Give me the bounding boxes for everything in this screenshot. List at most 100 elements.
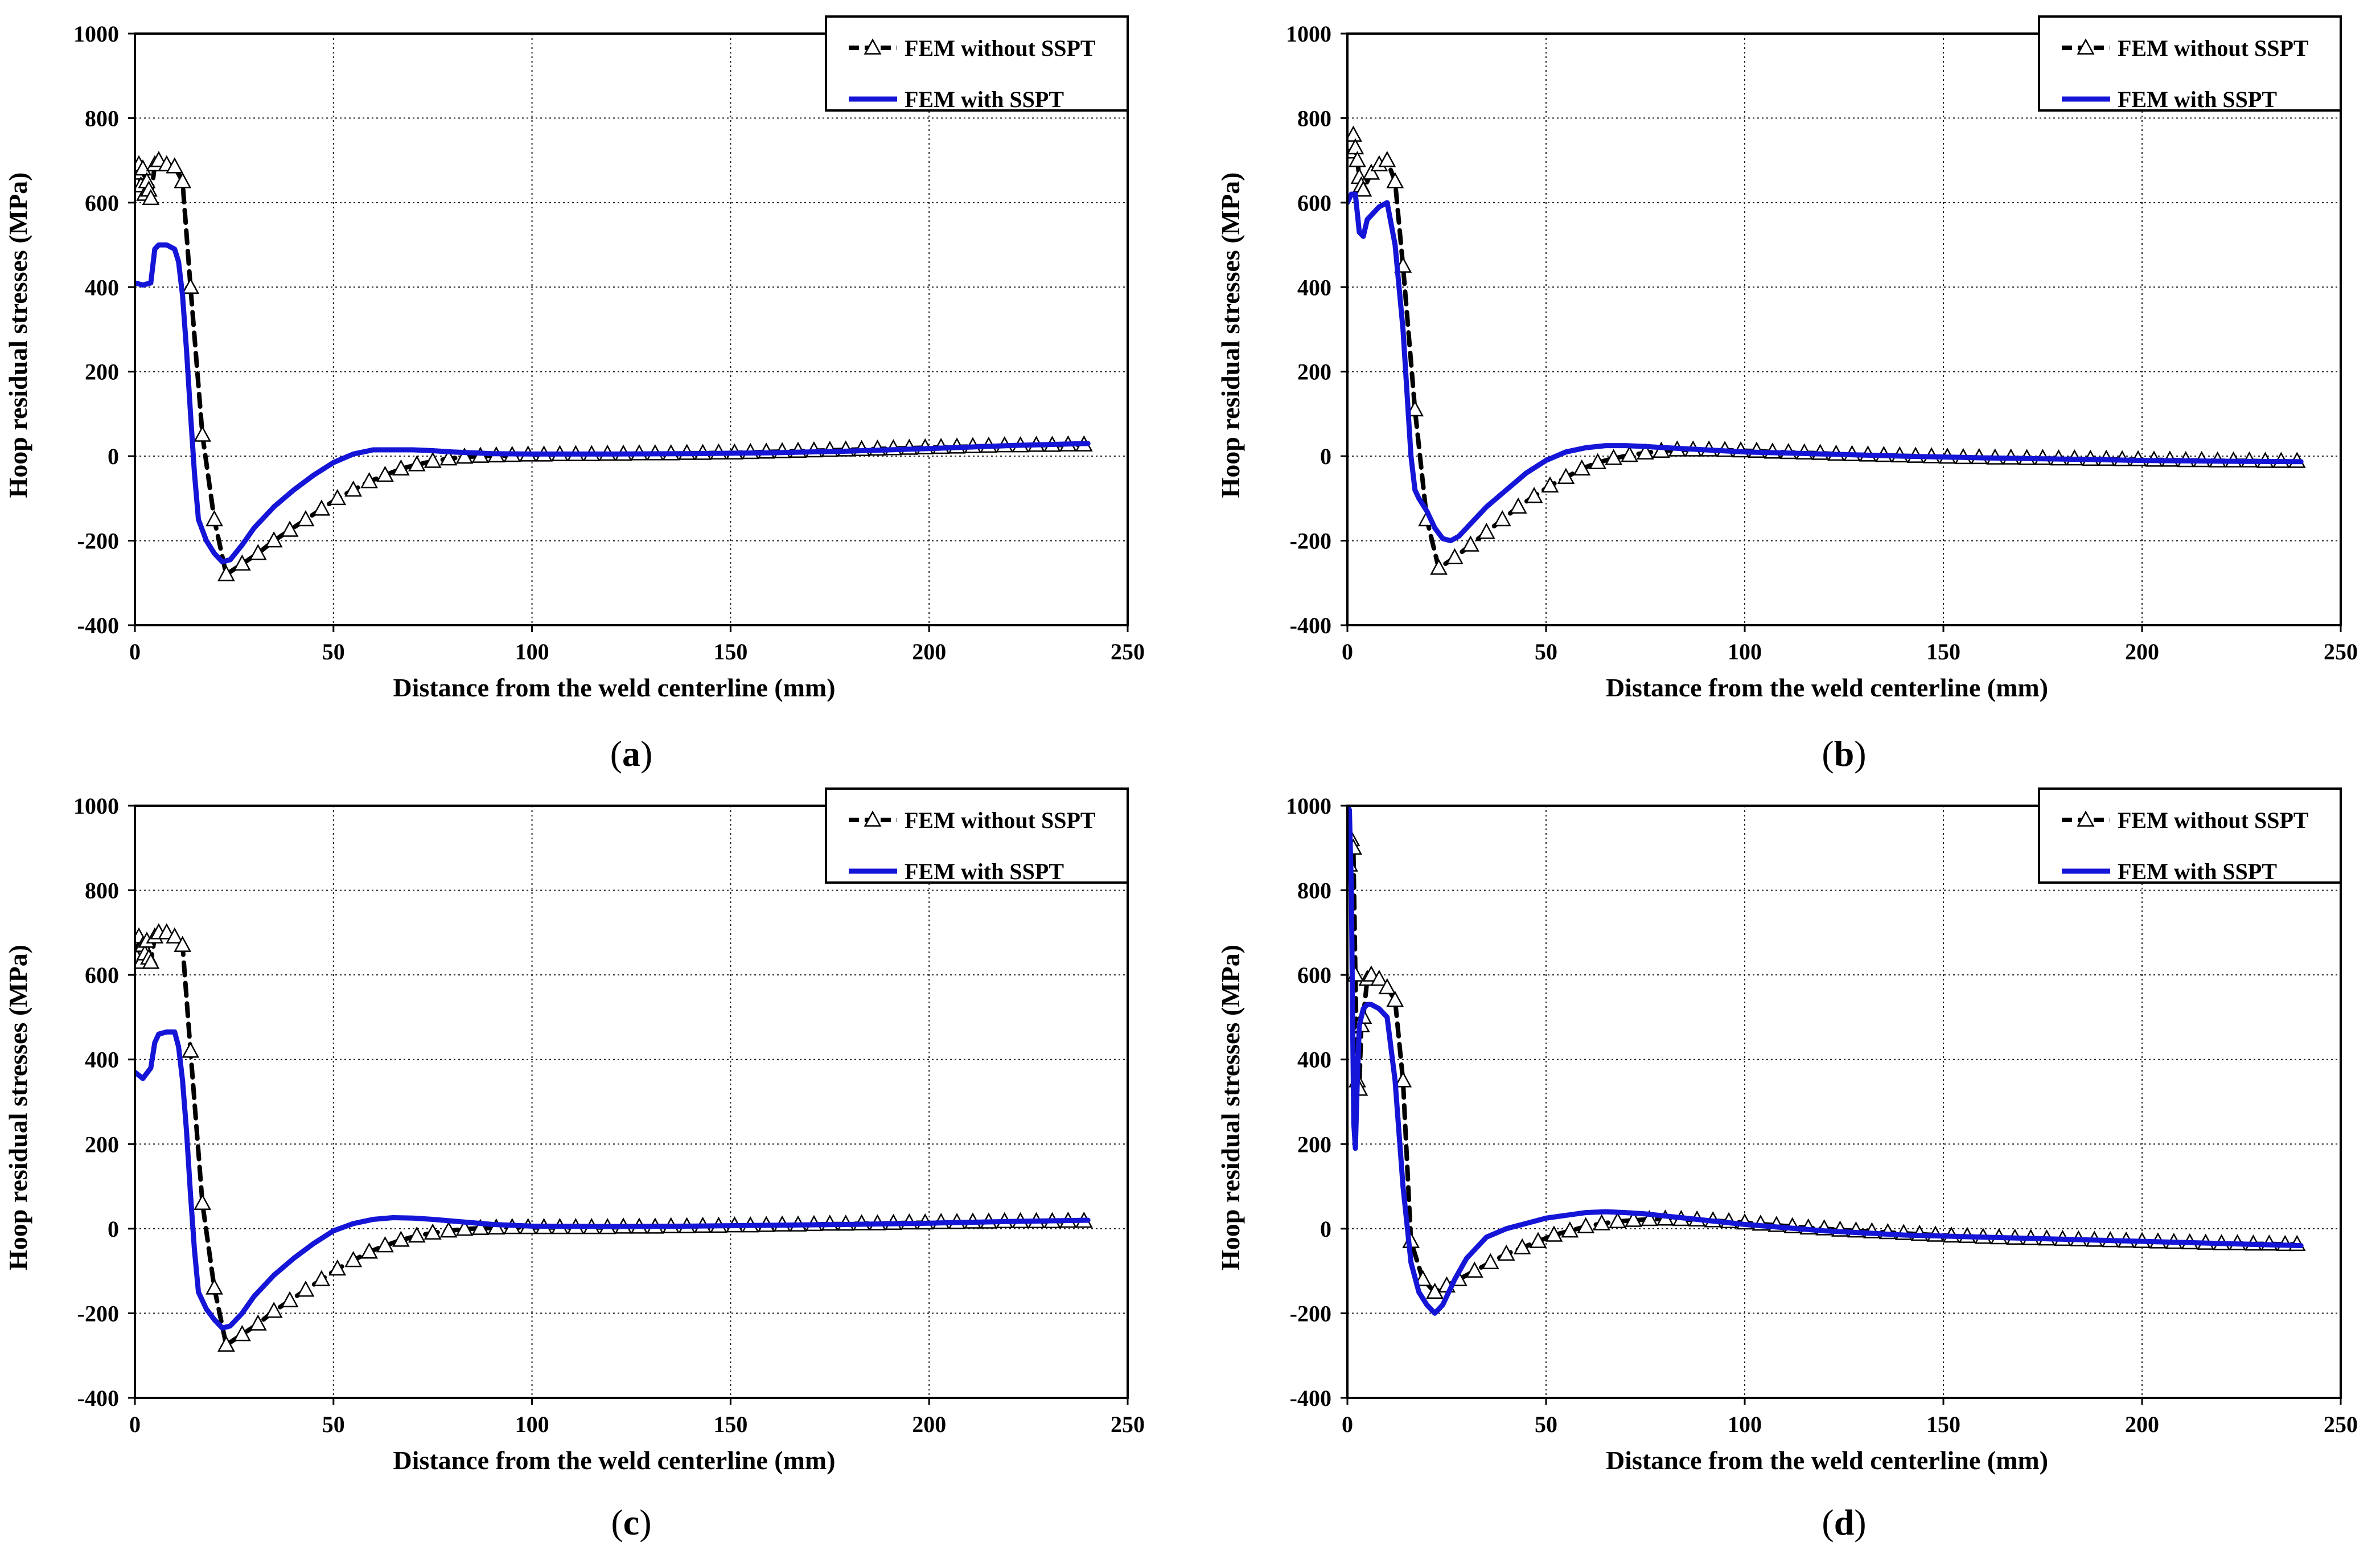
data-point-triangle — [1609, 1212, 1627, 1228]
data-point-triangle — [166, 157, 184, 174]
data-point-triangle — [313, 499, 331, 516]
data-point-triangle — [265, 1302, 283, 1318]
data-point-triangle — [182, 277, 200, 294]
data-point-triangle — [1605, 449, 1623, 465]
x-tick-label: 100 — [515, 1412, 549, 1437]
legend-marker-triangle — [2077, 810, 2095, 827]
y-tick-label: -400 — [77, 1385, 119, 1411]
legend-box — [2038, 787, 2342, 884]
y-tick-label: -200 — [1290, 1301, 1331, 1326]
caption-open-paren: ( — [1822, 733, 1834, 774]
caption-open-paren: ( — [611, 1502, 623, 1543]
plot-frame — [1346, 805, 2342, 1399]
data-point-triangle — [174, 172, 192, 188]
y-tick-label: 600 — [85, 962, 119, 988]
data-point-triangle — [1394, 1071, 1412, 1088]
caption-open-paren: ( — [1822, 1502, 1834, 1543]
x-tick-label: 200 — [912, 639, 946, 664]
plot-frame — [1346, 32, 2342, 626]
data-point-triangle — [328, 1259, 347, 1276]
y-tick-label: 1000 — [1286, 793, 1331, 819]
data-point-triangle — [1573, 459, 1591, 476]
data-point-triangle — [1481, 1253, 1499, 1270]
y-tick-label: 0 — [108, 444, 119, 469]
data-point-triangle — [408, 455, 426, 471]
y-tick-label: 600 — [1297, 190, 1331, 216]
legend-box — [2038, 15, 2342, 112]
x-tick-label: 100 — [1728, 639, 1762, 664]
y-tick-label: 800 — [85, 105, 119, 131]
data-point-triangle — [408, 1226, 426, 1243]
legend-label-1: FEM without SSPT — [2118, 807, 2309, 833]
legend-label-2: FEM with SSPT — [905, 87, 1064, 112]
data-point-triangle — [360, 472, 378, 489]
y-tick-label: 1000 — [73, 793, 119, 819]
plot-frame — [134, 805, 1129, 1399]
series-line-fem-without-sspt — [135, 158, 1087, 577]
data-point-triangle — [1621, 446, 1638, 462]
chart-panel-d: 0 50 100 150 200 250 -400 -200 0 200 400 600 800 1000… — [1216, 787, 2358, 1543]
legend-label-1: FEM without SSPT — [905, 35, 1096, 61]
x-axis-label: Distance from the weld centerline (mm) — [1606, 1446, 2048, 1475]
data-point-triangle — [439, 449, 458, 466]
x-tick-label: 200 — [2125, 1412, 2159, 1437]
data-point-triangle — [233, 554, 251, 571]
legend-label-2: FEM with SSPT — [2118, 859, 2277, 884]
data-point-triangle — [1347, 138, 1364, 155]
x-tick-label: 100 — [1728, 1412, 1762, 1437]
data-point-triangle — [1557, 467, 1575, 484]
caption-open-paren: ( — [610, 733, 622, 774]
x-tick-label: 250 — [1111, 1412, 1145, 1437]
x-tick-label: 50 — [322, 639, 345, 664]
data-point-triangle — [1641, 1209, 1658, 1226]
data-point-triangle — [392, 459, 410, 476]
x-tick-label: 0 — [129, 639, 141, 664]
plot-area — [1347, 806, 2306, 1316]
y-tick-label: 1000 — [73, 21, 119, 47]
data-point-triangle — [1545, 1225, 1563, 1242]
data-point-triangle — [392, 1230, 410, 1247]
y-tick-label: -400 — [1290, 613, 1331, 638]
data-point-triangle — [217, 565, 235, 581]
caption-letter: c — [623, 1502, 639, 1543]
panel-caption: (b) — [1822, 733, 1866, 774]
data-point-triangle — [142, 953, 160, 969]
legend-marker-triangle — [864, 38, 882, 55]
x-tick-label: 150 — [713, 639, 747, 664]
data-point-triangle — [1414, 1270, 1432, 1286]
x-tick-label: 250 — [1111, 639, 1145, 664]
data-point-triangle — [265, 531, 283, 548]
data-point-triangle — [1477, 523, 1495, 539]
data-point-triangle — [471, 1219, 490, 1235]
data-point-triangle — [135, 159, 152, 176]
chart-panel-b: 0 50 100 150 200 250 -400 -200 0 200 400 600 800 1000… — [1216, 15, 2358, 774]
x-tick-label: 0 — [129, 1412, 141, 1437]
data-point-triangle — [439, 1221, 458, 1238]
data-point-triangle — [174, 936, 192, 952]
series-line-fem-without-sspt — [135, 930, 1087, 1348]
y-tick-label: 1000 — [1286, 21, 1331, 47]
panel-caption: (a) — [610, 733, 653, 774]
caption-letter: b — [1834, 733, 1855, 774]
data-point-triangle — [142, 188, 160, 206]
data-point-triangle — [455, 448, 474, 464]
x-tick-label: 50 — [322, 1412, 345, 1437]
data-point-triangle — [1362, 163, 1380, 180]
x-tick-label: 150 — [713, 1412, 747, 1437]
data-point-triangle — [1430, 559, 1448, 575]
y-tick-label: 600 — [1297, 962, 1331, 988]
y-tick-label: 600 — [85, 190, 119, 216]
data-point-triangle — [313, 1270, 331, 1286]
y-tick-label: 0 — [1320, 444, 1331, 469]
data-point-triangle — [1589, 453, 1607, 470]
y-tick-label: 200 — [85, 359, 119, 385]
y-tick-label: 200 — [1297, 359, 1331, 385]
x-tick-label: 250 — [2324, 1412, 2358, 1437]
data-point-triangle — [1541, 476, 1559, 493]
data-point-triangle — [1378, 151, 1396, 167]
y-tick-label: 200 — [1297, 1131, 1331, 1157]
x-tick-label: 200 — [912, 1412, 946, 1437]
data-point-triangle — [1386, 172, 1404, 188]
x-tick-label: 150 — [1926, 1412, 1960, 1437]
data-point-triangle — [1461, 535, 1479, 552]
